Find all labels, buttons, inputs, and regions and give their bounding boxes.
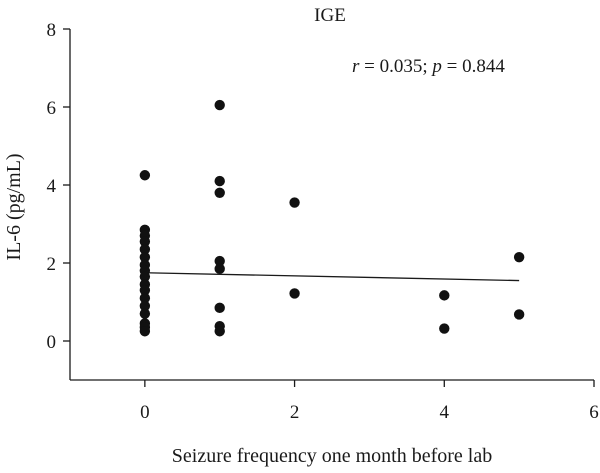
- y-tick-label: 0: [47, 332, 57, 353]
- data-point: [139, 244, 151, 255]
- data-point: [139, 251, 151, 263]
- y-axis-ticks: 0 2 4 6 8: [47, 20, 70, 353]
- data-point: [439, 290, 450, 301]
- chart-title: IGE: [314, 5, 346, 26]
- x-axis-ticks: 0 2 4 6: [140, 380, 599, 423]
- data-point: [289, 197, 300, 208]
- p-symbol: p: [430, 56, 442, 77]
- data-point: [214, 263, 225, 275]
- data-point: [513, 309, 525, 320]
- data-point: [513, 251, 525, 263]
- data-point: [139, 285, 151, 296]
- data-points: [139, 99, 525, 337]
- correlation-annotation: r = 0.035; p = 0.844: [352, 56, 505, 77]
- p-value: = 0.844: [442, 56, 505, 77]
- data-point: [139, 170, 151, 181]
- data-point: [139, 236, 151, 247]
- r-value: = 0.035;: [359, 56, 432, 77]
- data-point: [139, 326, 151, 337]
- data-point: [139, 292, 151, 304]
- data-point: [214, 175, 225, 187]
- y-axis-label: IL-6 (pg/mL): [3, 153, 25, 260]
- r-symbol: r: [352, 56, 360, 77]
- data-point: [214, 255, 225, 267]
- y-tick-label: 4: [47, 176, 57, 197]
- regression-line: [144, 272, 520, 282]
- data-point: [139, 271, 151, 282]
- data-point: [139, 300, 151, 312]
- x-axis-label: Seizure frequency one month before lab: [172, 445, 492, 467]
- data-point: [214, 99, 225, 111]
- data-point: [439, 323, 450, 334]
- y-tick-label: 2: [47, 254, 57, 275]
- data-point: [214, 326, 225, 337]
- y-tick-label: 6: [47, 98, 57, 119]
- x-tick-label: 4: [440, 402, 450, 423]
- data-point: [289, 288, 300, 299]
- x-tick-label: 6: [589, 402, 599, 423]
- data-point: [139, 308, 151, 319]
- data-point: [214, 187, 225, 198]
- x-tick-label: 2: [290, 402, 300, 423]
- x-tick-label: 0: [140, 402, 150, 423]
- y-tick-label: 8: [47, 20, 57, 41]
- data-point: [214, 302, 225, 314]
